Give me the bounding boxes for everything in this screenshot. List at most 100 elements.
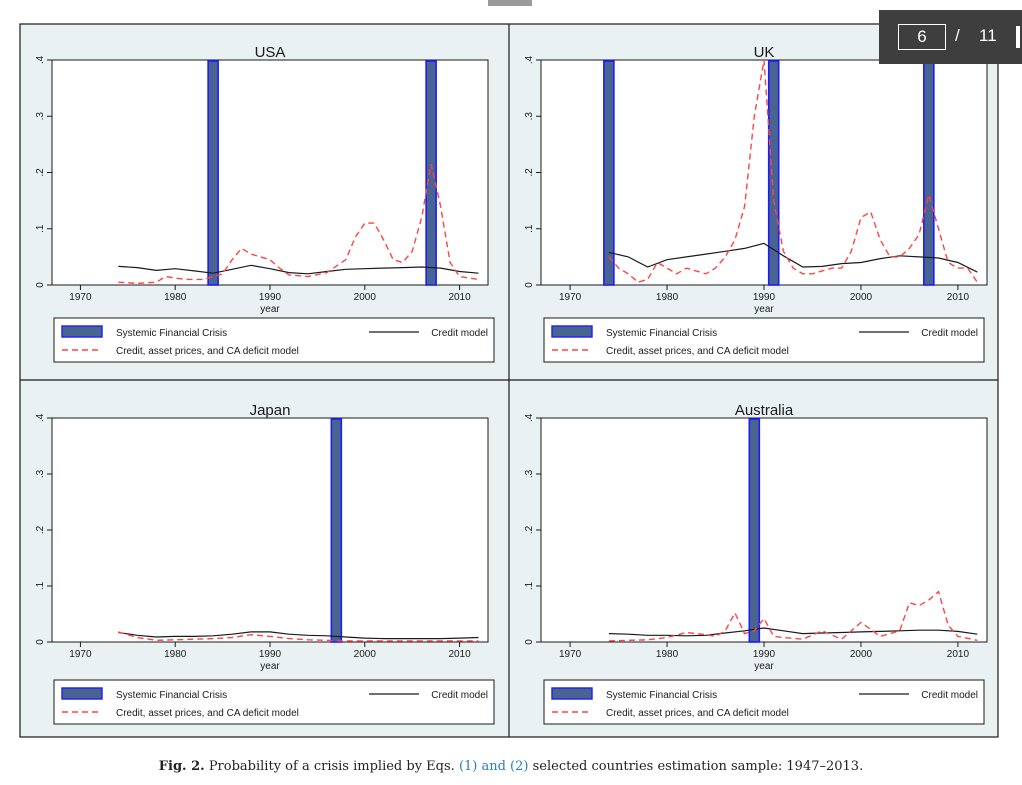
- legend-credit-label-australia: Credit model: [921, 690, 978, 701]
- crisis-bar-japan-1997: [330, 418, 343, 643]
- crisis-bar-usa-2007: [425, 60, 437, 286]
- legend-full-label-australia: Credit, asset prices, and CA deficit mod…: [606, 708, 789, 719]
- y-tick-label-uk-3: .3: [524, 112, 535, 121]
- legend-box-uk: [543, 317, 985, 363]
- x-tick-label-japan-0: 1970: [69, 649, 92, 660]
- y-tick-label-australia-3: .3: [524, 469, 535, 478]
- x-tick-label-usa-3: 2000: [354, 292, 377, 303]
- y-tick-label-uk-1: .1: [524, 224, 535, 233]
- x-tick-label-australia-1: 1980: [656, 649, 679, 660]
- x-tick-label-usa-4: 2010: [448, 292, 471, 303]
- legend-crisis-label-uk: Systemic Financial Crisis: [606, 328, 717, 339]
- y-tick-label-usa-0: 0: [35, 282, 46, 288]
- legend-credit-label-uk: Credit model: [921, 328, 978, 339]
- plot-area-japan: [51, 417, 489, 643]
- legend-full-label-usa: Credit, asset prices, and CA deficit mod…: [116, 346, 299, 357]
- legend-crisis-label-usa: Systemic Financial Crisis: [116, 328, 227, 339]
- x-tick-label-japan-4: 2010: [448, 649, 471, 660]
- x-axis-label-australia: year: [754, 661, 774, 672]
- y-tick-label-japan-1: .1: [35, 581, 46, 590]
- legend-crisis-swatch-japan: [61, 687, 103, 700]
- credit-model-line-uk: [608, 242, 978, 273]
- legend-credit-label-usa: Credit model: [431, 328, 488, 339]
- legend-crisis-label-japan: Systemic Financial Crisis: [116, 690, 227, 701]
- legend-crisis-swatch-australia: [551, 687, 593, 700]
- legend-crisis-label-australia: Systemic Financial Crisis: [606, 690, 717, 701]
- y-tick-label-australia-1: .1: [524, 581, 535, 590]
- credit-model-line-australia: [608, 627, 978, 637]
- pager-edge-handle[interactable]: [1016, 26, 1020, 48]
- page-number-input[interactable]: 6: [898, 24, 946, 50]
- x-tick-label-australia-2: 1990: [753, 649, 776, 660]
- y-tick-label-usa-3: .3: [35, 112, 46, 121]
- page-separator: /: [955, 26, 960, 45]
- crisis-bar-uk-1974: [603, 60, 615, 286]
- credit-model-line-usa: [118, 264, 479, 275]
- legend-box-japan: [53, 679, 495, 725]
- crisis-bar-uk-1991: [767, 60, 780, 286]
- x-tick-label-uk-0: 1970: [559, 292, 582, 303]
- x-tick-label-uk-4: 2010: [947, 292, 970, 303]
- y-tick-label-japan-0: 0: [35, 639, 46, 645]
- y-tick-label-australia-2: .2: [524, 525, 535, 534]
- plot-area-usa: [51, 59, 489, 286]
- x-tick-label-uk-3: 2000: [850, 292, 873, 303]
- full-model-line-australia: [608, 590, 978, 642]
- x-axis-label-usa: year: [260, 304, 280, 315]
- y-tick-label-uk-4: .4: [524, 55, 535, 64]
- x-tick-label-japan-1: 1980: [164, 649, 187, 660]
- figure-label: Fig. 2.: [158, 759, 205, 774]
- full-model-line-usa: [118, 163, 479, 285]
- y-tick-label-australia-0: 0: [524, 639, 535, 645]
- x-tick-label-japan-3: 2000: [354, 649, 377, 660]
- legend-box-australia: [543, 679, 985, 725]
- full-model-line-japan: [118, 631, 479, 642]
- y-tick-label-australia-4: .4: [524, 413, 535, 422]
- panel-usa: USA 0 .1 .2 .3 .4 1970 1980 1990 2000 2010 year Syst…: [35, 44, 495, 363]
- x-tick-label-australia-3: 2000: [850, 649, 873, 660]
- panel-australia: Australia 0 .1 .2 .3 .4 1970 1980 1990 2000 2010 ye…: [524, 402, 988, 725]
- x-tick-label-japan-2: 1990: [259, 649, 282, 660]
- figure-caption: Fig. 2. Probability of a crisis implied …: [0, 759, 1022, 774]
- x-tick-label-usa-0: 1970: [69, 292, 92, 303]
- y-tick-label-japan-4: .4: [35, 413, 46, 422]
- panel-title-japan: Japan: [250, 402, 291, 419]
- page-navigator: 6 / 11: [879, 10, 1022, 64]
- panel-title-usa: USA: [255, 44, 286, 61]
- panel-japan: Japan 0 .1 .2 .3 .4 1970 1980 1990 2000 2010 year Sy…: [35, 402, 495, 725]
- page-total: 11: [979, 26, 997, 45]
- equation-link[interactable]: (1) and (2): [458, 759, 529, 774]
- x-axis-label-uk: year: [754, 304, 774, 315]
- y-tick-label-usa-2: .2: [35, 168, 46, 177]
- panel-title-australia: Australia: [735, 402, 794, 419]
- crisis-bar-usa-1984: [207, 60, 219, 286]
- x-axis-label-japan: year: [260, 661, 280, 672]
- legend-box-usa: [53, 317, 495, 363]
- y-tick-label-usa-4: .4: [35, 55, 46, 64]
- plot-area-uk: [540, 59, 988, 286]
- y-tick-label-uk-2: .2: [524, 168, 535, 177]
- caption-text-after: selected countries estimation sample: 19…: [532, 759, 864, 774]
- x-tick-label-usa-2: 1990: [259, 292, 282, 303]
- crisis-bar-uk-2007: [923, 60, 935, 286]
- y-tick-label-japan-2: .2: [35, 525, 46, 534]
- plot-area-australia: [540, 417, 988, 643]
- x-tick-label-australia-0: 1970: [559, 649, 582, 660]
- legend-full-label-japan: Credit, asset prices, and CA deficit mod…: [116, 708, 299, 719]
- x-tick-label-australia-4: 2010: [947, 649, 970, 660]
- panel-uk: UK 0 .1 .2 .3 .4 1970 1980 1990 2000 2010 year Syste…: [524, 44, 988, 363]
- legend-full-label-uk: Credit, asset prices, and CA deficit mod…: [606, 346, 789, 357]
- credit-model-line-japan: [118, 631, 479, 640]
- caption-text-before: Probability of a crisis implied by Eqs.: [208, 759, 455, 774]
- full-model-line-uk: [608, 59, 978, 283]
- y-tick-label-japan-3: .3: [35, 469, 46, 478]
- x-tick-label-uk-1: 1980: [656, 292, 679, 303]
- top-scroll-tab[interactable]: [488, 0, 532, 6]
- x-tick-label-uk-2: 1990: [753, 292, 776, 303]
- y-tick-label-uk-0: 0: [524, 282, 535, 288]
- legend-credit-label-japan: Credit model: [431, 690, 488, 701]
- panel-title-uk: UK: [754, 44, 775, 61]
- y-tick-label-usa-1: .1: [35, 224, 46, 233]
- x-tick-label-usa-1: 1980: [164, 292, 187, 303]
